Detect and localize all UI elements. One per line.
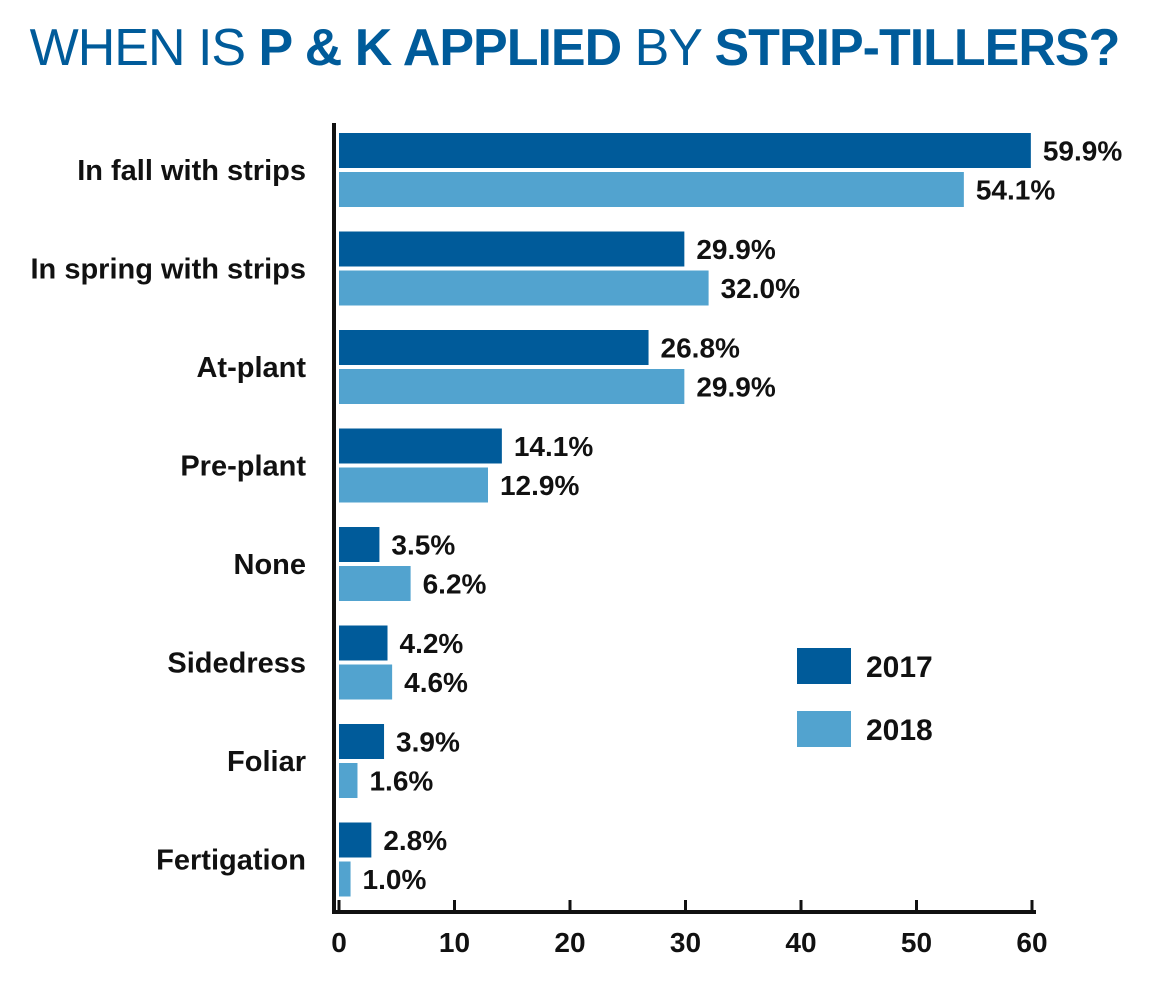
- bar-2017-none: [339, 527, 380, 562]
- title-part-3: STRIP-TILLERS?: [714, 19, 1121, 77]
- bar-2018-at-plant: [339, 369, 685, 404]
- data-label-2017-in-fall-with-strips: 59.9%: [1043, 136, 1122, 167]
- data-label-2018-pre-plant: 12.9%: [500, 470, 579, 501]
- x-tick-label-0: 0: [331, 927, 347, 958]
- bar-2018-pre-plant: [339, 467, 488, 503]
- data-label-2018-at-plant: 29.9%: [696, 372, 775, 403]
- category-label-none: None: [234, 549, 307, 581]
- data-label-2018-foliar: 1.6%: [369, 766, 433, 797]
- x-tick-label-60: 60: [1016, 927, 1047, 958]
- legend-label-2018: 2018: [866, 714, 933, 747]
- category-label-in-spring-with-strips: In spring with strips: [30, 254, 306, 286]
- bar-2017-fertigation: [339, 822, 372, 858]
- data-label-2017-pre-plant: 14.1%: [514, 431, 593, 462]
- x-tick-label-30: 30: [670, 927, 701, 958]
- legend-swatch-2018: [797, 711, 851, 747]
- category-label-at-plant: At-plant: [196, 352, 306, 384]
- x-tick-label-20: 20: [554, 927, 585, 958]
- bar-2018-fertigation: [339, 861, 351, 897]
- bar-2018-in-fall-with-strips: [339, 172, 964, 207]
- bar-2018-foliar: [339, 763, 358, 798]
- legend-swatch-2017: [797, 648, 851, 684]
- data-label-2017-foliar: 3.9%: [396, 727, 460, 758]
- data-label-2017-in-spring-with-strips: 29.9%: [696, 234, 775, 265]
- data-label-2017-sidedress: 4.2%: [400, 628, 464, 659]
- bar-2017-pre-plant: [339, 428, 502, 464]
- category-label-foliar: Foliar: [227, 746, 306, 778]
- x-tick-label-10: 10: [439, 927, 470, 958]
- title-part-2: BY: [621, 19, 715, 77]
- category-label-fertigation: Fertigation: [156, 845, 306, 877]
- data-label-2017-at-plant: 26.8%: [661, 333, 740, 364]
- data-label-2018-fertigation: 1.0%: [363, 864, 427, 895]
- category-label-pre-plant: Pre-plant: [180, 451, 306, 483]
- x-tick-label-40: 40: [785, 927, 816, 958]
- x-tick-label-50: 50: [901, 927, 932, 958]
- title-part-0: WHEN IS: [29, 19, 259, 77]
- data-label-2018-sidedress: 4.6%: [404, 667, 468, 698]
- data-label-2018-none: 6.2%: [423, 569, 487, 600]
- bar-2017-in-spring-with-strips: [339, 231, 685, 267]
- bar-2017-sidedress: [339, 625, 388, 661]
- category-label-in-fall-with-strips: In fall with strips: [77, 155, 306, 187]
- bar-2017-foliar: [339, 724, 385, 759]
- data-label-2018-in-spring-with-strips: 32.0%: [721, 273, 800, 304]
- bar-2017-at-plant: [339, 330, 649, 365]
- bar-2017-in-fall-with-strips: [339, 133, 1031, 168]
- bar-2018-in-spring-with-strips: [339, 270, 709, 306]
- bar-2018-none: [339, 566, 411, 601]
- data-label-2017-fertigation: 2.8%: [383, 825, 447, 856]
- category-label-sidedress: Sidedress: [167, 648, 306, 680]
- bar-2018-sidedress: [339, 664, 393, 700]
- data-label-2017-none: 3.5%: [391, 530, 455, 561]
- chart-title: WHEN IS P & K APPLIED BY STRIP-TILLERS?: [0, 18, 1149, 78]
- legend-label-2017: 2017: [866, 651, 933, 684]
- title-part-1: P & K APPLIED: [258, 19, 623, 77]
- data-label-2018-in-fall-with-strips: 54.1%: [976, 175, 1055, 206]
